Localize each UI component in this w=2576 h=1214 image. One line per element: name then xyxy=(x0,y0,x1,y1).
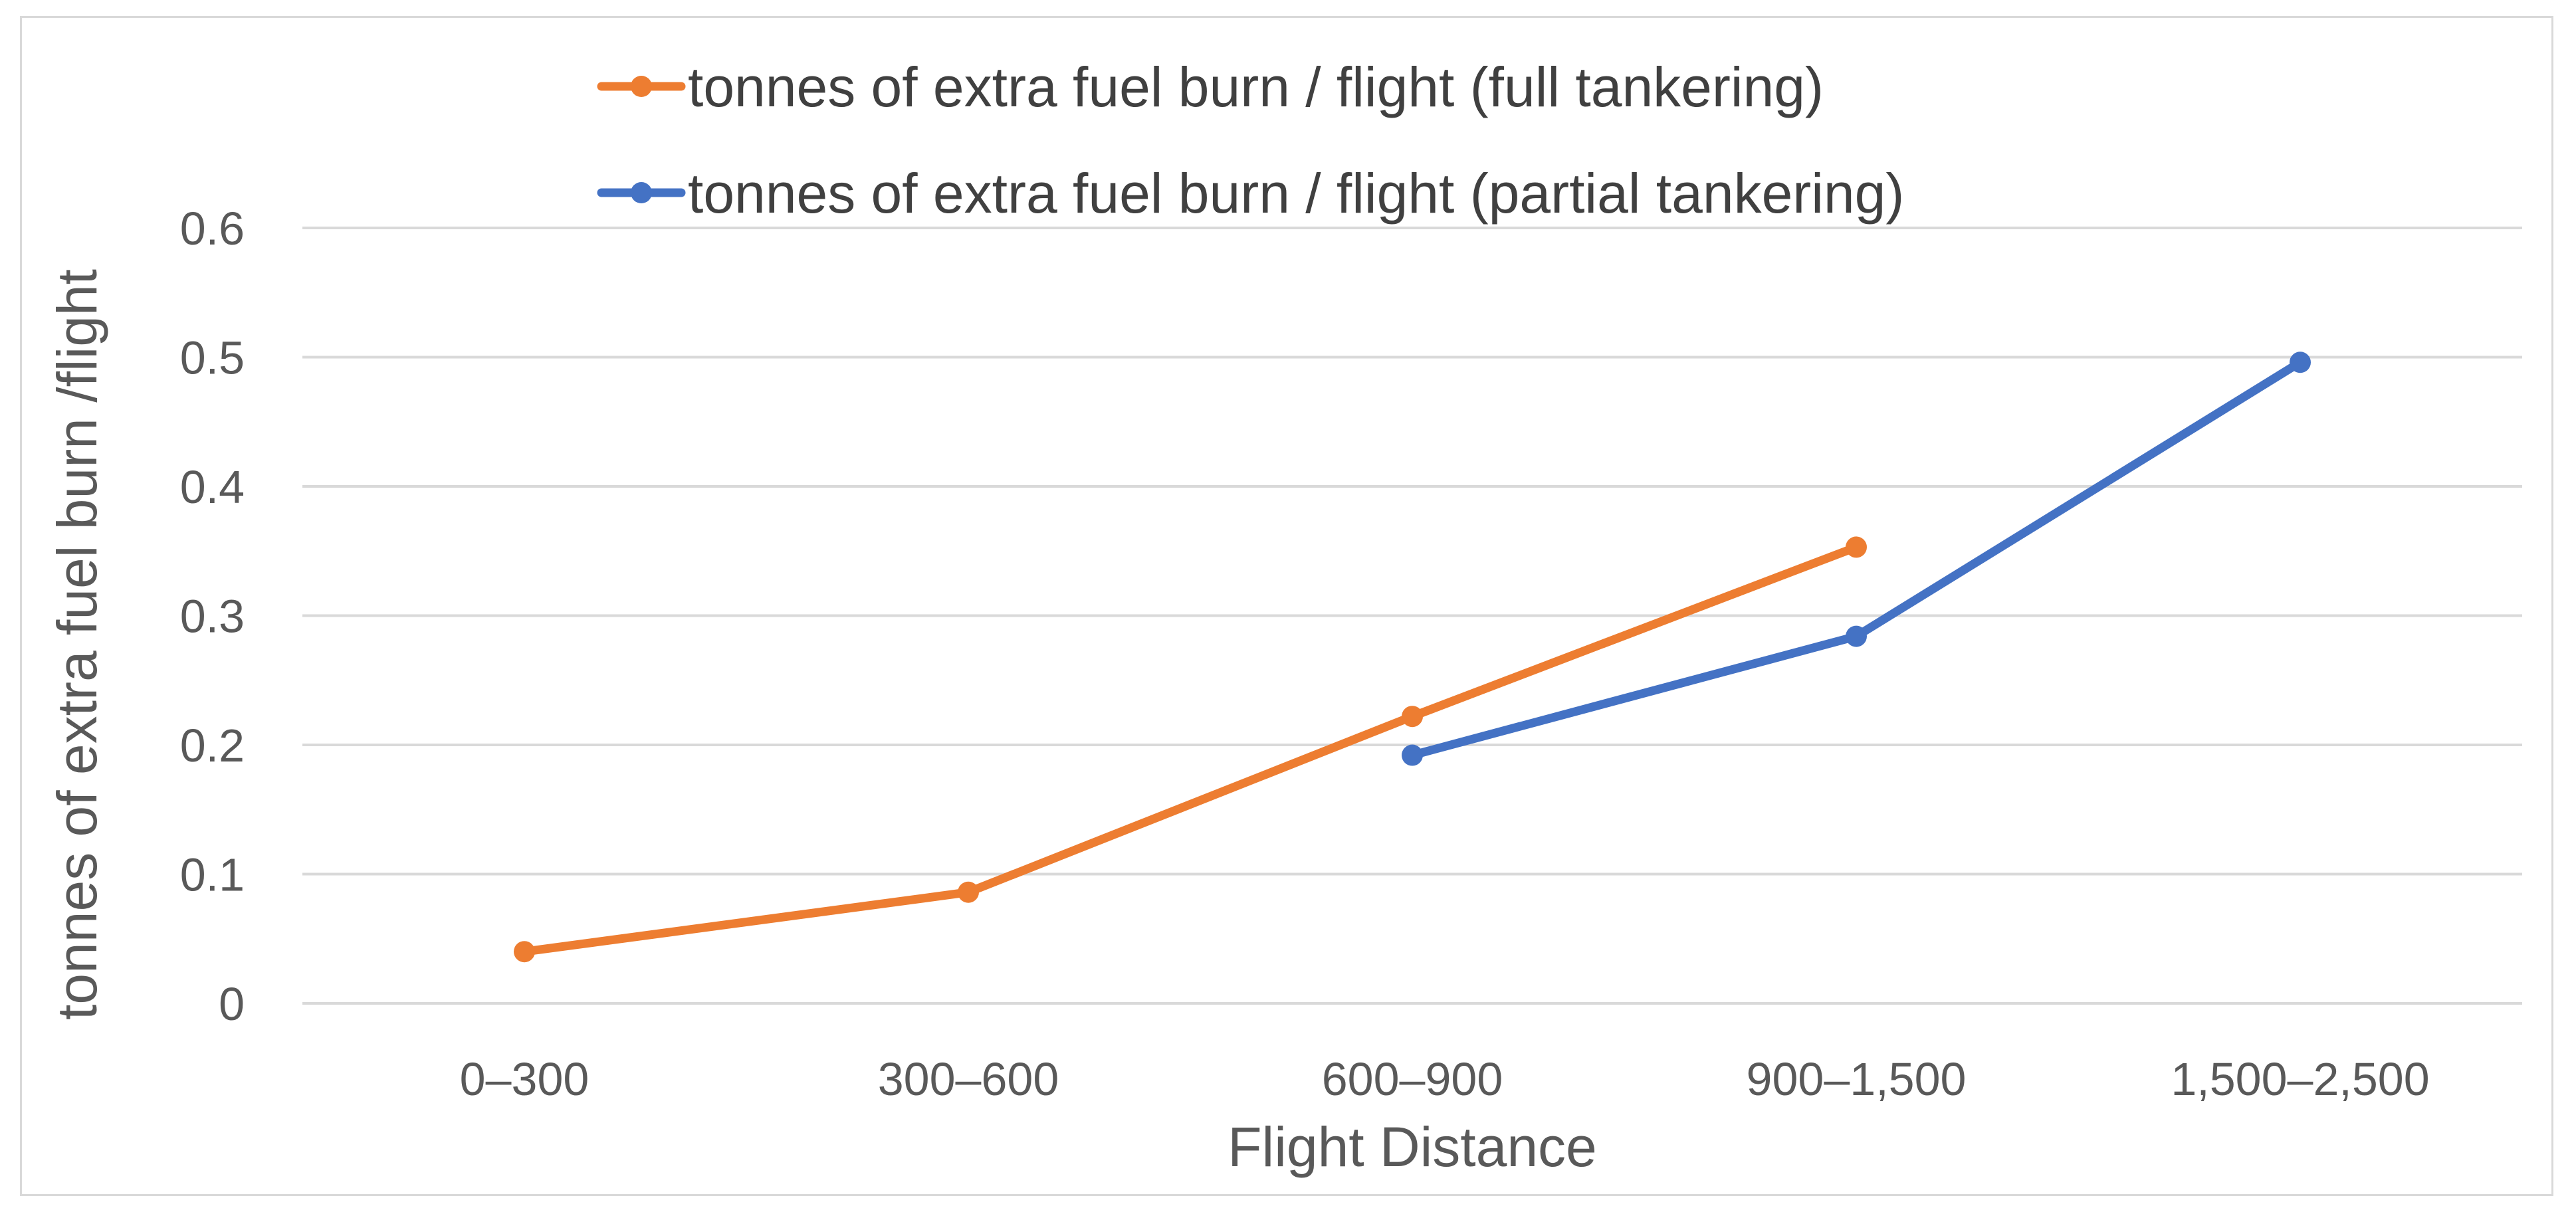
x-tick-label: 900–1,500 xyxy=(1747,1053,1967,1105)
data-point xyxy=(958,881,979,903)
legend-swatch-marker xyxy=(631,182,652,203)
y-tick-label: 0.6 xyxy=(180,203,245,254)
data-point xyxy=(1402,744,1423,766)
y-tick-label: 0 xyxy=(219,978,245,1030)
series-2 xyxy=(1402,352,2311,766)
legend-label: tonnes of extra fuel burn / flight (full… xyxy=(688,56,1824,118)
y-axis-title: tonnes of extra fuel burn /flight xyxy=(46,269,108,1020)
y-tick-label: 0.2 xyxy=(180,720,245,771)
x-tick-label: 1,500–2,500 xyxy=(2171,1053,2429,1105)
y-tick-label: 0.1 xyxy=(180,849,245,901)
series-line xyxy=(1408,357,2305,760)
x-axis-ticks: 0–300 300–600 600–900 900–1,500 1,500–2,500 xyxy=(460,1053,2430,1105)
series-line xyxy=(520,542,1861,956)
x-tick-label: 300–600 xyxy=(878,1053,1059,1105)
legend: tonnes of extra fuel burn / flight (full… xyxy=(597,56,1904,225)
chart-frame xyxy=(20,16,2553,1196)
y-axis-ticks: 0 0.1 0.2 0.3 0.4 0.5 0.6 xyxy=(180,203,245,1030)
legend-label: tonnes of extra fuel burn / flight (part… xyxy=(688,162,1904,225)
data-point xyxy=(514,941,535,963)
series-layer xyxy=(514,352,2311,963)
data-point xyxy=(1402,706,1423,728)
data-point xyxy=(1846,536,1867,558)
gridlines xyxy=(302,227,2522,1005)
x-tick-label: 0–300 xyxy=(460,1053,590,1105)
legend-item: tonnes of extra fuel burn / flight (full… xyxy=(597,56,1824,118)
data-point xyxy=(1846,625,1867,647)
data-point xyxy=(2290,352,2311,373)
y-tick-label: 0.5 xyxy=(180,332,245,384)
x-tick-label: 600–900 xyxy=(1322,1053,1503,1105)
legend-swatch-marker xyxy=(631,76,652,97)
y-tick-label: 0.3 xyxy=(180,591,245,643)
series-1 xyxy=(514,536,1867,963)
y-tick-label: 0.4 xyxy=(180,461,245,513)
x-axis-title: Flight Distance xyxy=(1228,1116,1597,1178)
legend-item: tonnes of extra fuel burn / flight (part… xyxy=(597,162,1904,225)
